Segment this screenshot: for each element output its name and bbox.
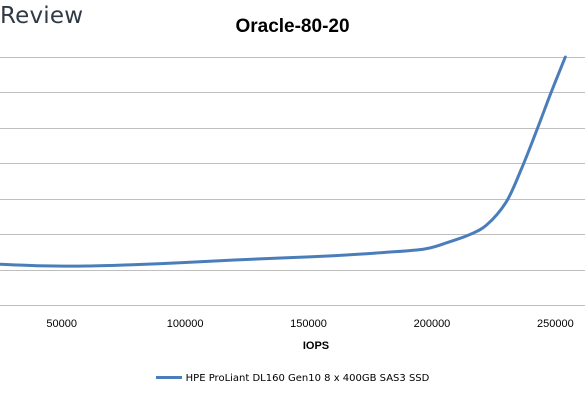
legend: HPE ProLiant DL160 Gen10 8 x 400GB SAS3 … [0,373,585,384]
data-point [534,132,537,134]
gridlines [0,57,585,306]
data-point [520,169,522,172]
legend-label: HPE ProLiant DL160 Gen10 8 x 400GB SAS3 … [185,373,430,384]
data-point [485,224,488,227]
x-tick-label: 100000 [167,318,204,330]
data-point [85,265,88,267]
data-point [505,201,507,204]
x-axis-ticks: 50000 100000 150000 200000 250000 [46,318,573,330]
x-tick-label: 50000 [46,318,77,330]
series-line [0,55,567,268]
brand-logo-text: Review [0,3,84,29]
data-point [184,261,186,264]
data-point [381,251,384,254]
data-point [283,257,285,259]
x-tick-label: 200000 [414,318,451,330]
data-point [134,263,137,266]
data-point [332,254,335,257]
data-point [36,264,38,267]
x-axis-title: IOPS [303,340,329,352]
data-point [448,241,451,243]
data-point [549,93,552,95]
x-tick-label: 150000 [290,318,327,330]
series-layer [0,55,567,268]
data-point [423,248,426,250]
data-point [564,56,567,58]
data-point [468,234,470,236]
chart-title: Oracle-80-20 [235,16,350,37]
data-point [0,263,1,266]
x-tick-label: 250000 [537,318,574,330]
data-point [233,259,236,261]
legend-swatch [155,375,182,379]
